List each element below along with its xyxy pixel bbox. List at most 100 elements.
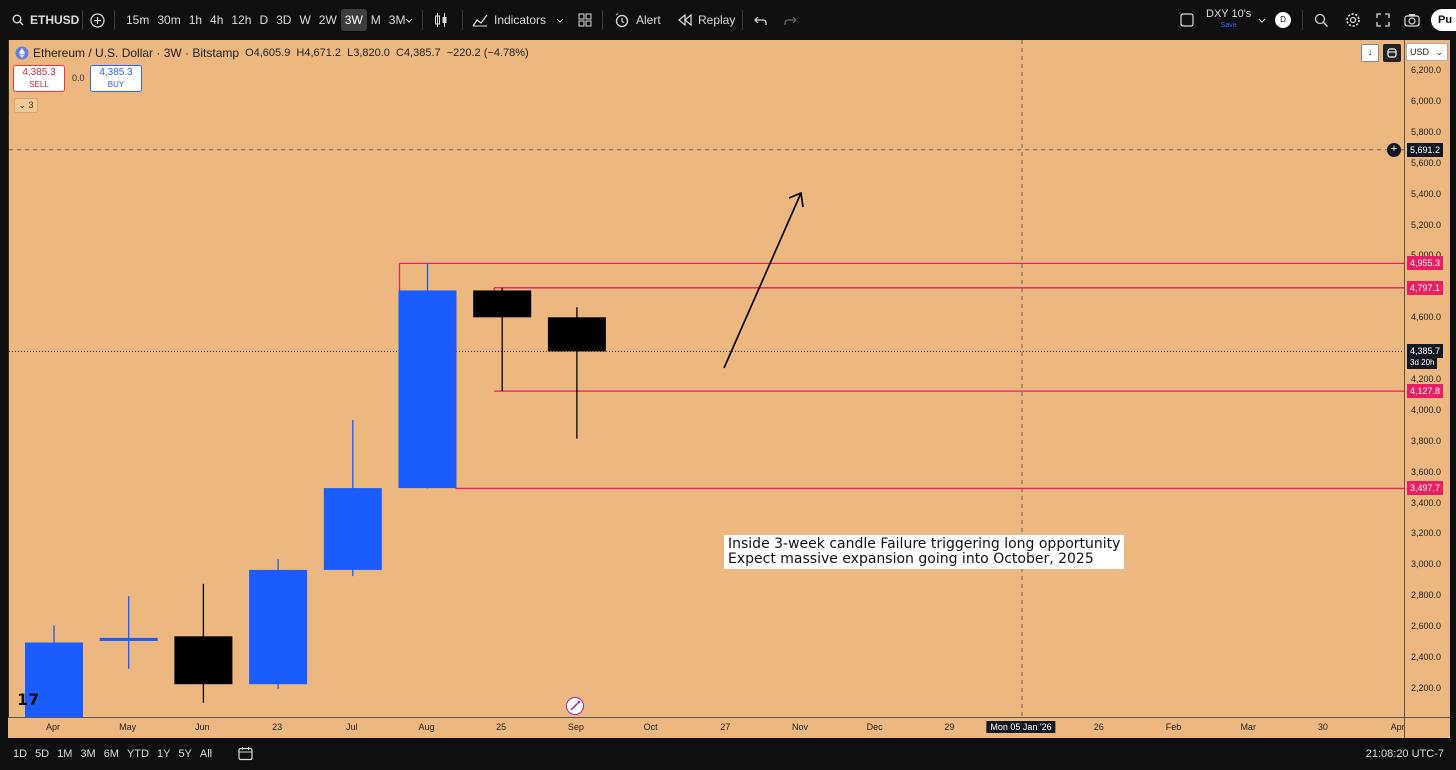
range-all[interactable]: All: [199, 748, 213, 760]
symbol-search-button[interactable]: ETHUSD: [12, 0, 79, 40]
quick-search-button[interactable]: [1314, 0, 1329, 40]
compare-symbol-button[interactable]: [90, 0, 105, 40]
alarm-clock-icon: [614, 12, 630, 28]
y-tick-label: 5,200.0: [1411, 219, 1442, 230]
y-tick-label: 5,000.0: [1411, 250, 1441, 260]
layout-dropdown-button[interactable]: [1258, 0, 1266, 40]
forecast-arrowhead: [788, 191, 804, 208]
ohlc-low: L3,820.0: [347, 47, 390, 59]
x-tick-label: 25: [496, 722, 507, 732]
redo-button[interactable]: [784, 0, 797, 40]
candle-body-1: [25, 642, 83, 717]
range-1m[interactable]: 1M: [57, 748, 73, 760]
x-tick-label: 29: [944, 722, 955, 732]
grid-layout-icon: [578, 13, 592, 27]
alert-button[interactable]: Alert: [614, 0, 661, 40]
price-tag-current: 4,385.7: [1407, 344, 1444, 359]
chart-annotation[interactable]: Inside 3-week candle Failure triggering …: [724, 535, 1125, 569]
symbol-label: ETHUSD: [30, 13, 80, 27]
range-3m[interactable]: 3M: [80, 748, 96, 760]
range-1d[interactable]: 1D: [13, 748, 28, 760]
y-tick-label: 4,200.0: [1411, 374, 1442, 384]
ethereum-icon: [15, 46, 29, 60]
currency-select[interactable]: USD ⌄: [1406, 43, 1448, 61]
account-avatar[interactable]: D: [1275, 0, 1291, 40]
range-ytd[interactable]: YTD: [126, 748, 149, 760]
x-tick-label: Jul: [346, 722, 358, 732]
range-buttons: 1D 5D 1M 3M 6M YTD 1Y 5Y All: [12, 738, 219, 770]
time-axis[interactable]: Apr May Jun 23 Jul Aug 25 Sep Oct 27 Nov Dec 29 Mon 0…: [8, 717, 1404, 738]
y-tick-label: 3,600.0: [1411, 466, 1442, 477]
publish-button[interactable]: Pu: [1431, 0, 1456, 40]
undo-button[interactable]: [754, 0, 767, 40]
timeframe-4h[interactable]: 4h: [210, 13, 224, 27]
axis-corner: [1404, 717, 1450, 738]
magic-wand-icon[interactable]: [566, 697, 584, 715]
x-tick-label: Jun: [195, 722, 210, 732]
scroll-down-button[interactable]: ↓: [1361, 44, 1379, 62]
range-6m[interactable]: 6M: [103, 748, 119, 760]
timeframe-2w[interactable]: 2W: [318, 13, 337, 27]
timeframe-3w[interactable]: 3W: [340, 9, 367, 31]
price-plot: [9, 40, 1404, 717]
buy-label: BUY: [107, 80, 125, 89]
timeframe-1h[interactable]: 1h: [188, 13, 203, 27]
tradingview-logo[interactable]: 17: [17, 690, 40, 709]
price-tag-level-2: 4,797.1: [1407, 280, 1444, 295]
alert-label: Alert: [636, 13, 661, 27]
replay-button[interactable]: Replay: [678, 0, 735, 40]
chart-toggle-button[interactable]: [1383, 44, 1401, 62]
toggle-icon: [1387, 48, 1397, 58]
timeframe-12h[interactable]: 12h: [231, 13, 252, 27]
gear-icon: [1345, 12, 1361, 28]
x-tick-label: Aug: [418, 722, 435, 732]
y-tick-label: 2,800.0: [1411, 590, 1442, 601]
add-alert-icon[interactable]: +: [1387, 142, 1401, 157]
y-tick-label: 4,000.0: [1411, 404, 1442, 415]
date-range-button[interactable]: [238, 746, 253, 764]
settings-button[interactable]: [1345, 0, 1361, 40]
layout-name: DXY 10's: [1206, 8, 1252, 20]
sell-button[interactable]: 4,385.3 SELL: [13, 65, 65, 92]
range-5d[interactable]: 5D: [35, 748, 50, 760]
indicators-dropdown-button[interactable]: [556, 0, 564, 40]
ohlc-high: H4,671.2: [296, 47, 342, 59]
add-circle-icon: [90, 12, 105, 28]
timeframe-w[interactable]: W: [299, 13, 311, 27]
y-tick-label: 5,400.0: [1411, 188, 1442, 199]
clock[interactable]: 21:08:20 UTC-7: [1365, 748, 1444, 760]
price-scale[interactable]: 6,200.0 6,000.0 5,800.0 5,600.0 5,400.0 5,200…: [1404, 40, 1450, 717]
y-tick-label: 3,200.0: [1411, 528, 1442, 539]
chart-pane[interactable]: Ethereum / U.S. Dollar · 3W · Bitstamp O…: [8, 40, 1404, 717]
replay-label: Replay: [698, 13, 736, 27]
x-tick-label: Mar: [1240, 722, 1256, 732]
range-5y[interactable]: 5Y: [178, 748, 192, 760]
chart-type-button[interactable]: [434, 0, 448, 40]
x-tick-label: Apr: [1390, 722, 1404, 732]
chevron-down-icon: [1258, 18, 1266, 23]
timeframe-dropdown-button[interactable]: [405, 0, 413, 40]
timeframe-m[interactable]: M: [370, 13, 381, 27]
currency-label: USD: [1410, 47, 1430, 57]
arrow-down-icon: ↓: [1367, 47, 1373, 58]
layout-name-button[interactable]: DXY 10's Save: [1206, 0, 1251, 40]
indicators-button[interactable]: Indicators: [472, 0, 546, 40]
timeframe-3m[interactable]: 3M: [388, 13, 406, 27]
chevron-down-icon: [405, 18, 413, 23]
indicator-collapse-toggle[interactable]: ⌄ 3: [14, 98, 38, 113]
snapshot-button[interactable]: [1404, 0, 1420, 40]
candle-body-7: [473, 290, 532, 318]
calendar-icon: [238, 746, 253, 761]
price-tag-level-1: 4,955.3: [1407, 256, 1444, 271]
timeframe-30m[interactable]: 30m: [157, 13, 181, 27]
right-strip: [1450, 40, 1456, 770]
x-tick-label: May: [119, 722, 137, 732]
timeframe-3d[interactable]: 3D: [276, 13, 292, 27]
range-1y[interactable]: 1Y: [156, 748, 171, 760]
fullscreen-button[interactable]: [1376, 0, 1390, 40]
timeframe-d[interactable]: D: [259, 13, 269, 27]
layout-checkbox[interactable]: [1180, 0, 1194, 40]
buy-button[interactable]: 4,385.3 BUY: [90, 65, 142, 92]
layouts-button[interactable]: [578, 0, 592, 40]
timeframe-15m[interactable]: 15m: [126, 13, 150, 27]
